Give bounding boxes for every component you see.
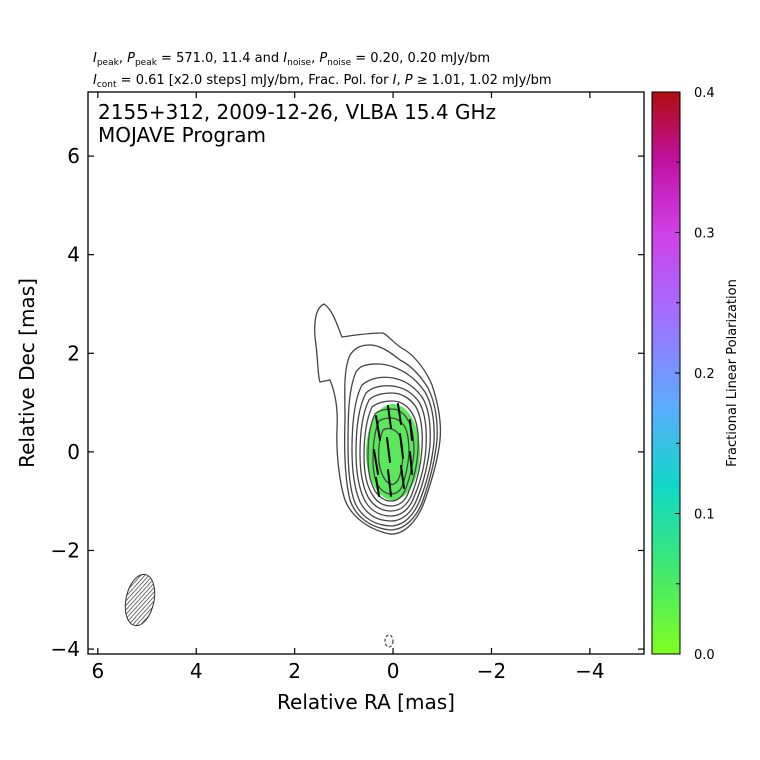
y-tick-label: −4 bbox=[51, 637, 80, 661]
colorbar-tick-label: 0.3 bbox=[694, 227, 715, 242]
colorbar-tick-label: 0.1 bbox=[694, 508, 715, 523]
y-tick-label: 6 bbox=[67, 144, 80, 168]
contour-level-1 bbox=[314, 303, 442, 535]
y-axis-ticks: 6 4 2 0 −2 −4 bbox=[51, 144, 644, 661]
evpa-stick bbox=[375, 415, 381, 441]
x-tick-label: 6 bbox=[91, 659, 104, 683]
evpa-stick bbox=[373, 449, 379, 475]
evpa-stick bbox=[387, 469, 392, 497]
contour-level-6 bbox=[359, 392, 423, 512]
y-tick-label: 2 bbox=[67, 341, 80, 365]
plot-frame bbox=[87, 91, 645, 655]
x-tick-label: 2 bbox=[288, 659, 301, 683]
evpa-stick bbox=[409, 419, 413, 441]
y-axis-label: Relative Dec [mas] bbox=[15, 278, 39, 468]
colorbar-ticks: 0.0 0.1 0.2 0.3 0.4 bbox=[675, 86, 715, 663]
contour-level-8 bbox=[367, 408, 415, 502]
contour-level-10 bbox=[377, 427, 404, 486]
evpa-stick bbox=[386, 437, 391, 463]
x-tick-label: 4 bbox=[190, 659, 203, 683]
beam-ellipse bbox=[124, 573, 156, 627]
contour-level-5 bbox=[355, 385, 427, 517]
header-line-2: Icont = 0.61 [x2.0 steps] mJy/bm, Frac. … bbox=[93, 73, 552, 90]
polarization-vectors bbox=[373, 403, 413, 497]
y-tick-label: 0 bbox=[67, 440, 80, 464]
x-tick-label: 0 bbox=[387, 659, 400, 683]
contour-level-3 bbox=[347, 363, 435, 527]
evpa-stick bbox=[375, 477, 380, 497]
colorbar-tick-label: 0.2 bbox=[694, 367, 715, 382]
x-axis-label: Relative RA [mas] bbox=[277, 690, 455, 714]
evpa-stick bbox=[400, 465, 405, 489]
plot-area bbox=[88, 92, 644, 654]
contour-level-4 bbox=[351, 376, 431, 522]
colorbar-tick-label: 0.0 bbox=[694, 648, 715, 663]
evpa-stick bbox=[397, 403, 402, 425]
polarization-region bbox=[366, 404, 420, 500]
colorbar-label: Fractional Linear Polarization bbox=[725, 279, 740, 467]
negative-contour bbox=[384, 634, 394, 648]
x-tick-label: −2 bbox=[477, 659, 506, 683]
contour-level-2 bbox=[344, 344, 438, 531]
contour-level-7 bbox=[363, 400, 419, 507]
y-tick-label: −2 bbox=[51, 538, 80, 562]
x-tick-label: −4 bbox=[575, 659, 604, 683]
chart-subtitle: MOJAVE Program bbox=[98, 123, 266, 147]
evpa-stick bbox=[387, 405, 392, 429]
header-line-1: Ipeak, Ppeak = 571.0, 11.4 and Inoise, P… bbox=[93, 51, 490, 68]
y-tick-label: 4 bbox=[67, 243, 80, 267]
evpa-stick bbox=[399, 433, 404, 459]
chart-title: 2155+312, 2009-12-26, VLBA 15.4 GHz bbox=[98, 100, 496, 124]
colorbar-tick-label: 0.4 bbox=[694, 86, 715, 101]
x-axis-ticks: 6 4 2 0 −2 −4 bbox=[91, 92, 605, 683]
evpa-stick bbox=[409, 451, 413, 475]
